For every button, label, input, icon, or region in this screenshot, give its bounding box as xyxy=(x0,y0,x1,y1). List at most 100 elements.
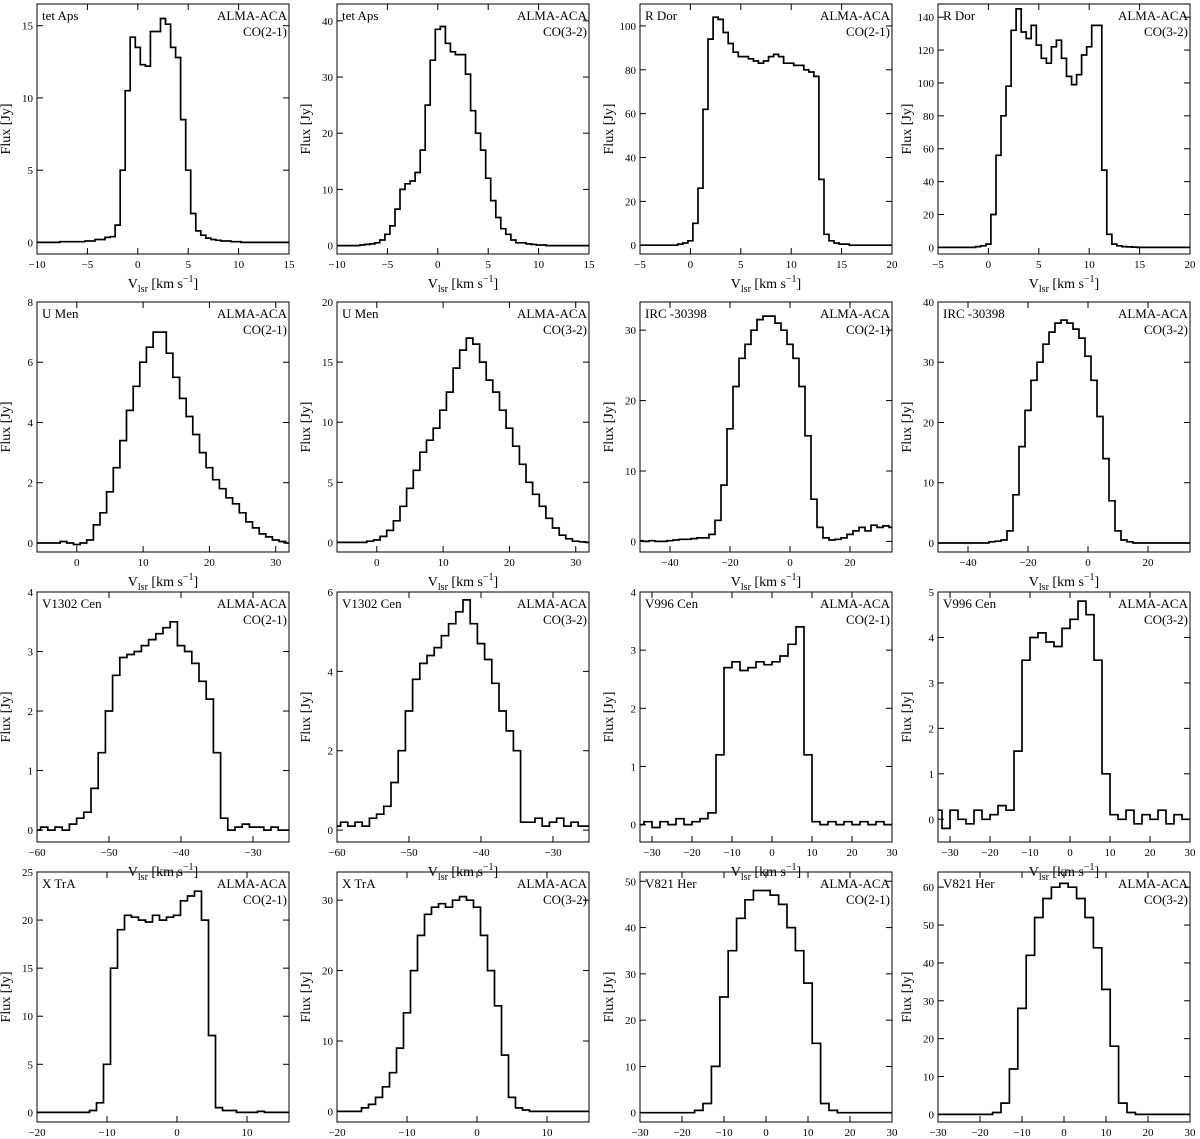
instrument-label: ALMA-ACA xyxy=(1118,596,1189,611)
x-tick-label: 30 xyxy=(270,557,282,569)
y-tick-label: 15 xyxy=(322,357,334,369)
instrument-label: ALMA-ACA xyxy=(517,596,588,611)
y-tick-label: 20 xyxy=(322,128,334,140)
x-tick-label: 20 xyxy=(504,557,516,569)
y-tick-label: 20 xyxy=(322,297,334,309)
x-tick-label: 0 xyxy=(1067,847,1073,859)
x-tick-label: −30 xyxy=(244,847,262,859)
plot-frame xyxy=(336,871,590,1123)
y-tick-label: 6 xyxy=(328,587,334,599)
transition-label: CO(2-1) xyxy=(846,892,890,907)
y-tick-label: 10 xyxy=(22,1011,34,1023)
spectrum-line xyxy=(37,620,289,831)
plot-frame xyxy=(36,3,290,255)
x-tick-label: 15 xyxy=(284,259,296,271)
x-tick-label: −60 xyxy=(328,847,346,859)
target-name: IRC -30398 xyxy=(645,306,707,321)
y-tick-label: 3 xyxy=(28,647,34,659)
y-tick-label: 0 xyxy=(631,820,637,832)
x-tick-label: 20 xyxy=(1143,1127,1155,1139)
x-tick-label: 5 xyxy=(1036,259,1042,271)
y-axis-label: Flux [Jy] xyxy=(602,972,617,1023)
y-tick-label: 30 xyxy=(322,72,334,84)
spectrum-panel: −30 −20 −10 0 10 20 30 0 10 20 30 40 50 60 V821 Her ALM… xyxy=(900,871,1197,1139)
x-tick-label: 30 xyxy=(887,847,899,859)
transition-label: CO(3-2) xyxy=(1144,322,1188,337)
x-tick-label: 10 xyxy=(233,259,245,271)
y-axis-label: Flux [Jy] xyxy=(299,972,314,1023)
x-tick-label: 30 xyxy=(570,557,582,569)
transition-label: CO(2-1) xyxy=(243,322,287,337)
y-tick-label: 5 xyxy=(28,165,34,177)
y-tick-label: 8 xyxy=(28,297,34,309)
y-tick-label: 20 xyxy=(923,1034,935,1046)
instrument-label: ALMA-ACA xyxy=(1118,8,1189,23)
y-tick-label: 40 xyxy=(625,153,637,165)
x-tick-label: 30 xyxy=(887,1127,899,1139)
instrument-label: ALMA-ACA xyxy=(1118,306,1189,321)
x-tick-label: −10 xyxy=(715,1127,733,1139)
y-tick-label: 5 xyxy=(28,1059,34,1071)
x-tick-label: −5 xyxy=(634,259,646,271)
spectrum-line xyxy=(37,331,289,546)
x-tick-label: −30 xyxy=(544,847,562,859)
x-tick-label: −40 xyxy=(472,847,490,859)
instrument-label: ALMA-ACA xyxy=(517,306,588,321)
y-tick-label: 15 xyxy=(22,21,34,33)
y-tick-label: 60 xyxy=(923,882,935,894)
y-tick-label: 30 xyxy=(923,357,935,369)
x-tick-label: −40 xyxy=(661,557,679,569)
x-tick-label: 0 xyxy=(174,1127,180,1139)
transition-label: CO(3-2) xyxy=(543,24,587,39)
x-tick-label: 0 xyxy=(135,259,141,271)
y-tick-label: 20 xyxy=(322,966,334,978)
spectrum-panel: −10 −5 0 5 10 15 0 10 20 30 40 tet Aps ALMA-ACACO(3-… xyxy=(299,3,595,295)
transition-label: CO(3-2) xyxy=(1144,612,1188,627)
plot-frame xyxy=(336,591,590,843)
x-tick-label: −60 xyxy=(28,847,46,859)
y-tick-label: 60 xyxy=(923,144,935,156)
target-name: V996 Cen xyxy=(645,596,699,611)
y-tick-label: 2 xyxy=(28,706,34,718)
plot-frame xyxy=(336,3,590,255)
x-tick-label: 20 xyxy=(204,557,216,569)
x-tick-label: −20 xyxy=(1019,557,1037,569)
x-tick-label: 0 xyxy=(1085,557,1091,569)
y-tick-label: 0 xyxy=(328,825,334,837)
transition-label: CO(3-2) xyxy=(1144,24,1188,39)
target-name: V996 Cen xyxy=(943,596,997,611)
transition-label: CO(2-1) xyxy=(243,24,287,39)
y-tick-label: 30 xyxy=(322,895,334,907)
y-tick-label: 0 xyxy=(28,825,34,837)
y-tick-label: 10 xyxy=(923,1072,935,1084)
transition-label: CO(3-2) xyxy=(543,322,587,337)
x-tick-label: −30 xyxy=(643,847,661,859)
spectrum-line xyxy=(938,319,1190,544)
instrument-label: ALMA-ACA xyxy=(217,306,288,321)
plot-frame xyxy=(36,301,290,553)
y-tick-label: 0 xyxy=(929,242,935,254)
plot-frame xyxy=(937,871,1191,1123)
y-tick-label: 0 xyxy=(28,1107,34,1119)
x-tick-label: 30 xyxy=(1185,847,1197,859)
x-tick-label: −10 xyxy=(98,1127,116,1139)
x-tick-label: −20 xyxy=(971,1127,989,1139)
x-tick-label: −10 xyxy=(1013,1127,1031,1139)
y-tick-label: 100 xyxy=(620,21,637,33)
plot-frame xyxy=(36,591,290,843)
x-tick-label: 10 xyxy=(242,1127,254,1139)
plot-frame xyxy=(639,301,893,553)
y-tick-label: 0 xyxy=(631,536,637,548)
x-tick-label: 30 xyxy=(1185,1127,1197,1139)
x-tick-label: 0 xyxy=(74,557,80,569)
y-tick-label: 2 xyxy=(631,703,637,715)
y-axis-label: Flux [Jy] xyxy=(0,692,14,743)
y-tick-label: 60 xyxy=(625,109,637,121)
spectrum-panel: −60 −50 −40 −30 0 2 4 6 V1302 Cen ALMA-ACACO(3-2)… xyxy=(299,587,590,883)
y-tick-label: 3 xyxy=(929,678,935,690)
y-tick-label: 2 xyxy=(929,723,935,735)
